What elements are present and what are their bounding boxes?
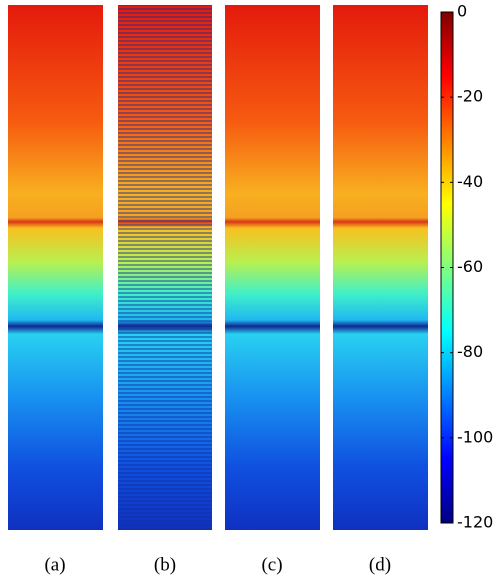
colorbar-tick-label: -100 — [457, 427, 493, 446]
panel-image — [333, 5, 428, 530]
panel-label: (b) — [154, 554, 176, 575]
panels — [8, 5, 428, 530]
panel-image — [8, 5, 103, 530]
panel-label: (a) — [44, 554, 65, 575]
colorbar-tick-label: -60 — [457, 257, 483, 276]
panel-label: (d) — [369, 554, 391, 575]
colorbar-tick-label: 0 — [457, 2, 467, 21]
panel-image — [225, 5, 320, 530]
colorbar-tick-label: -20 — [457, 87, 483, 106]
panel-noise — [118, 5, 212, 530]
colorbar-tick-label: -40 — [457, 172, 483, 191]
panel-label: (c) — [261, 554, 282, 575]
colorbar-tick-label: -120 — [457, 513, 493, 532]
colorbar-tick-label: -80 — [457, 342, 483, 361]
